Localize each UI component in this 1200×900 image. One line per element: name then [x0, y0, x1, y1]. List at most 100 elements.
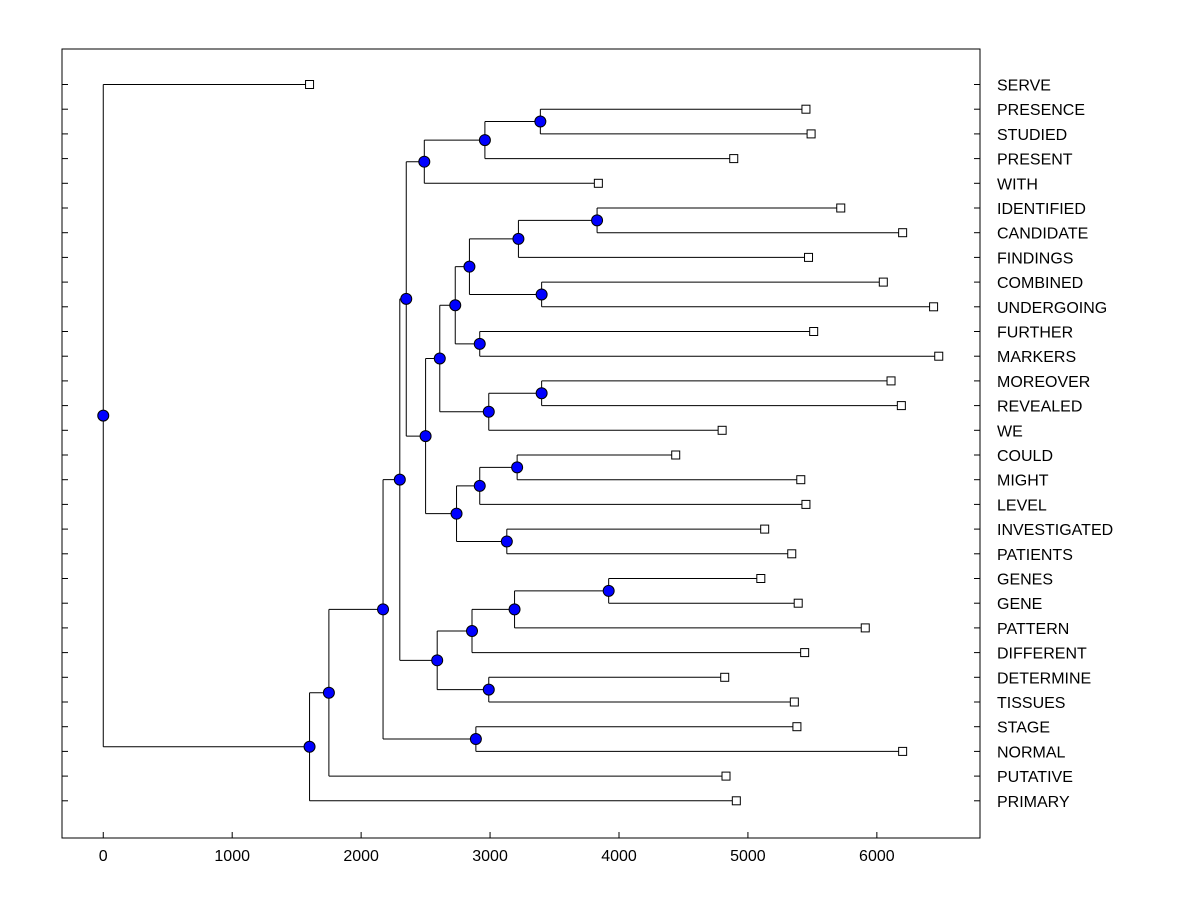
leaf-label-findings: FINDINGS	[997, 250, 1073, 267]
merge-node-n22	[482, 683, 495, 696]
x-tick-label-1000: 1000	[214, 848, 250, 865]
leaf-marker-moreover	[886, 376, 896, 386]
merge-node-n10	[535, 387, 548, 400]
merge-node-n24	[393, 473, 406, 486]
merge-node-n13	[511, 461, 524, 474]
merge-node-n18	[400, 292, 413, 305]
x-tick-label-5000: 5000	[730, 848, 766, 865]
merge-node-n23	[431, 654, 444, 667]
leaf-marker-could	[671, 450, 681, 460]
merge-node-n17	[419, 430, 432, 443]
leaf-marker-presence	[801, 104, 811, 114]
leaf-marker-level	[801, 499, 811, 509]
merge-node-n29	[97, 409, 110, 422]
leaf-label-moreover: MOREOVER	[997, 374, 1090, 391]
leaf-marker-findings	[804, 252, 814, 262]
leaf-label-with: WITH	[997, 176, 1038, 193]
leaf-label-genes: GENES	[997, 572, 1053, 589]
x-tick-label-6000: 6000	[859, 848, 895, 865]
leaf-label-further: FURTHER	[997, 325, 1073, 342]
leaf-marker-putative	[721, 771, 731, 781]
leaf-marker-tissues	[789, 697, 799, 707]
leaf-marker-stage	[792, 722, 802, 732]
merge-node-n25	[469, 733, 482, 746]
x-axis: 0 1000 2000 3000 4000 5000 6000	[99, 832, 895, 865]
merge-node-n2	[478, 134, 491, 147]
merge-node-markers	[97, 115, 615, 753]
leaf-label-stage: STAGE	[997, 720, 1050, 737]
merge-node-n27	[322, 686, 335, 699]
leaf-marker-with	[593, 178, 603, 188]
leaf-labels: SERVE PRESENCE STUDIED PRESENT WITH IDENTIFIE…	[997, 78, 1113, 811]
leaf-marker-undergoing	[929, 302, 939, 312]
right-tick-marks	[974, 84, 980, 802]
leaf-marker-revealed	[896, 401, 906, 411]
leaf-marker-present	[729, 154, 739, 164]
merge-node-n8	[473, 337, 486, 350]
x-tick-label-3000: 3000	[472, 848, 508, 865]
merge-node-n6	[535, 288, 548, 301]
merge-node-n19	[602, 584, 615, 597]
leaf-label-gene: GENE	[997, 596, 1042, 613]
leaf-marker-markers	[934, 351, 944, 361]
leaf-marker-determine	[720, 672, 730, 682]
dendrogram-edges	[102, 84, 939, 802]
x-tick-label-4000: 4000	[601, 848, 637, 865]
merge-node-n16	[450, 507, 463, 520]
merge-node-n9	[449, 299, 462, 312]
leaf-label-candidate: CANDIDATE	[997, 226, 1088, 243]
merge-node-n1	[534, 115, 547, 128]
merge-node-n26	[377, 603, 390, 616]
leaf-label-serve: SERVE	[997, 78, 1051, 95]
leaf-label-present: PRESENT	[997, 152, 1073, 169]
leaf-label-different: DIFFERENT	[997, 646, 1087, 663]
leaf-label-pattern: PATTERN	[997, 621, 1069, 638]
leaf-marker-patients	[787, 549, 797, 559]
leaf-marker-different	[800, 648, 810, 658]
leaf-marker-primary	[731, 796, 741, 806]
leaf-marker-we	[717, 425, 727, 435]
leaf-markers	[305, 80, 944, 806]
leaf-marker-normal	[898, 746, 908, 756]
leaf-label-revealed: REVEALED	[997, 399, 1082, 416]
merge-node-n11	[482, 405, 495, 418]
merge-node-n20	[508, 603, 521, 616]
leaf-marker-identified	[836, 203, 846, 213]
leaf-marker-combined	[878, 277, 888, 287]
leaf-label-investigated: INVESTIGATED	[997, 522, 1113, 539]
plot-frame	[61, 48, 981, 839]
merge-node-n21	[466, 624, 479, 637]
x-tick-label-2000: 2000	[343, 848, 379, 865]
leaf-label-determine: DETERMINE	[997, 670, 1091, 687]
leaf-label-primary: PRIMARY	[997, 794, 1070, 811]
leaf-marker-pattern	[860, 623, 870, 633]
leaf-label-identified: IDENTIFIED	[997, 201, 1086, 218]
leaf-label-could: COULD	[997, 448, 1053, 465]
leaf-marker-further	[809, 327, 819, 336]
leaf-marker-investigated	[760, 524, 770, 534]
leaf-label-level: LEVEL	[997, 497, 1047, 514]
merge-node-n12	[433, 352, 446, 365]
leaf-marker-gene	[793, 598, 803, 608]
merge-node-n15	[500, 535, 513, 548]
merge-node-n5	[512, 232, 525, 245]
leaf-marker-candidate	[898, 228, 908, 238]
leaf-label-we: WE	[997, 423, 1023, 440]
left-tick-marks	[62, 84, 68, 802]
leaf-label-combined: COMBINED	[997, 275, 1083, 292]
leaf-label-tissues: TISSUES	[997, 695, 1065, 712]
leaf-label-normal: NORMAL	[997, 744, 1066, 761]
x-tick-label-0: 0	[99, 848, 108, 865]
merge-node-n14	[473, 479, 486, 492]
leaf-label-undergoing: UNDERGOING	[997, 300, 1107, 317]
leaf-label-studied: STUDIED	[997, 127, 1067, 144]
leaf-label-presence: PRESENCE	[997, 102, 1085, 119]
leaf-label-putative: PUTATIVE	[997, 769, 1073, 786]
leaf-label-might: MIGHT	[997, 473, 1049, 490]
merge-node-n7	[463, 260, 476, 273]
leaf-marker-serve	[305, 80, 315, 89]
leaf-marker-might	[796, 475, 806, 485]
merge-node-n4	[591, 214, 604, 227]
leaf-marker-studied	[806, 129, 816, 139]
